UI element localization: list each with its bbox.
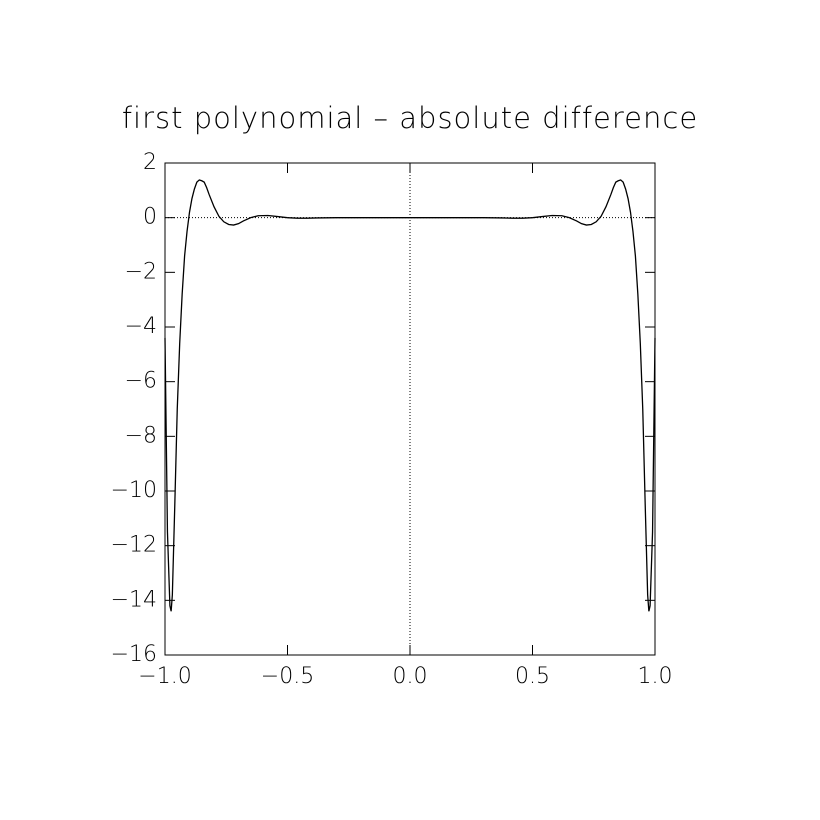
y-tick-label: −2 xyxy=(125,259,157,284)
y-tick-label: −6 xyxy=(125,369,157,394)
x-tick-label: 0.0 xyxy=(393,664,428,689)
x-tick-label: −1.0 xyxy=(138,664,191,689)
data-line xyxy=(164,179,656,612)
x-tick-label: 0.5 xyxy=(515,664,550,689)
y-tick-label: −8 xyxy=(125,423,157,448)
y-tick-label: −4 xyxy=(125,314,157,339)
y-tick-label: −14 xyxy=(111,587,157,612)
y-tick-label: −10 xyxy=(111,478,157,503)
y-tick-label: 0 xyxy=(143,205,157,230)
x-tick-label: −0.5 xyxy=(261,664,314,689)
x-tick-label: 1.0 xyxy=(638,664,673,689)
y-tick-label: 2 xyxy=(143,150,157,175)
chart-title: first polynomial – absolute difference xyxy=(122,101,698,135)
y-tick-label: −12 xyxy=(111,533,157,558)
y-tick-label: −16 xyxy=(111,642,157,667)
